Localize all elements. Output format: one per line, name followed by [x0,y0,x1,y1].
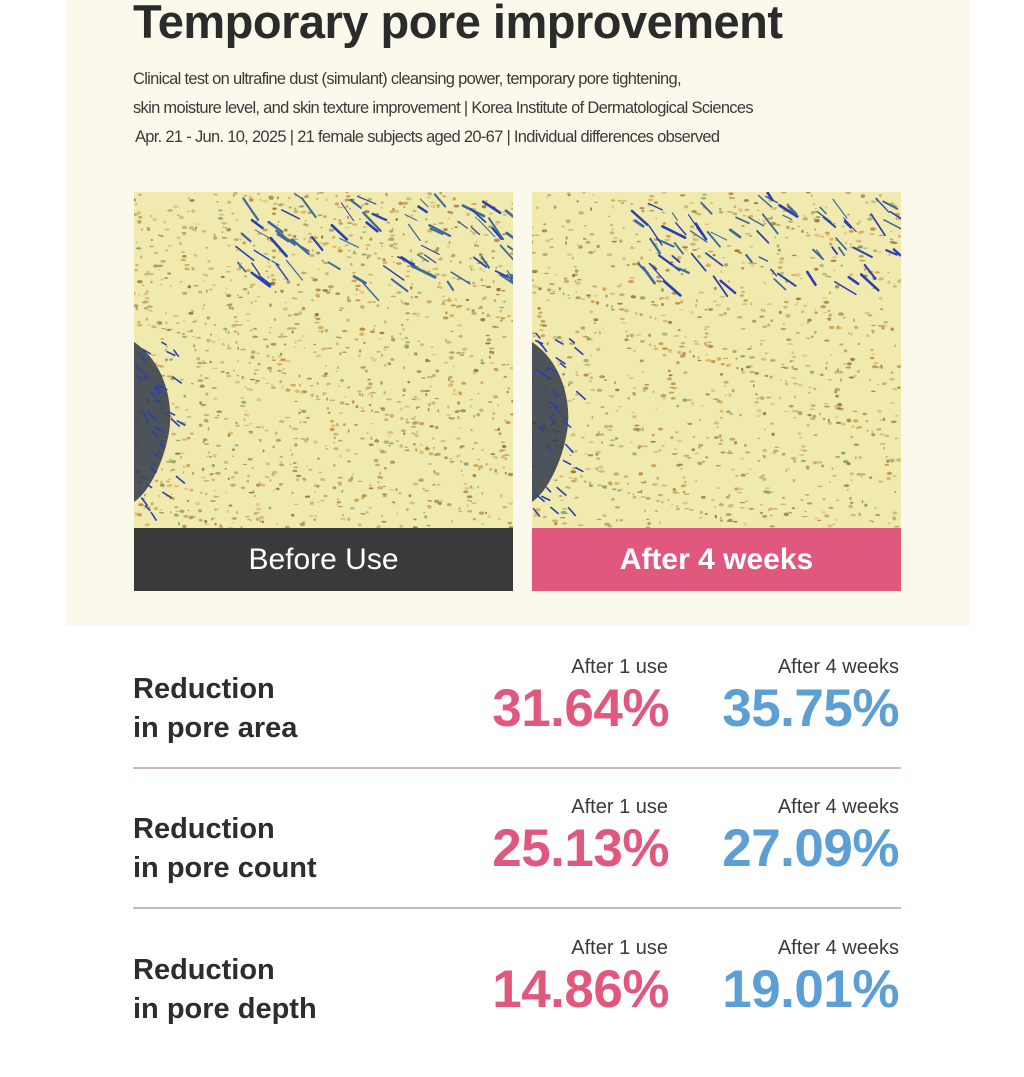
metric-label-line2: in pore depth [133,993,317,1025]
page-title: Temporary pore improvement [133,0,783,48]
metric-label-line1: Reduction [133,673,275,705]
metric-label: Reduction in pore count [133,810,317,888]
after-1-use-value: 25.13% [492,819,669,878]
metric-pore-depth: Reduction in pore depth After 1 use Afte… [133,937,901,1077]
after-1-use-heading: After 1 use [571,796,668,818]
after-4-weeks-heading: After 4 weeks [777,796,899,818]
after-4-weeks-heading: After 4 weeks [777,656,899,678]
after-1-use-heading: After 1 use [571,937,668,959]
after-skin-image [532,192,901,528]
divider [133,907,901,909]
after-4-weeks-label: After 4 weeks [532,528,901,591]
subtitle-line-1: Clinical test on ultrafine dust (simulan… [133,70,682,88]
before-use-label: Before Use [134,528,513,591]
metric-label-line1: Reduction [133,954,275,986]
metric-pore-count: Reduction in pore count After 1 use Afte… [133,796,901,936]
after-1-use-value: 14.86% [492,960,669,1019]
metric-label-line2: in pore count [133,852,317,884]
metric-pore-area: Reduction in pore area After 1 use After… [133,656,901,796]
divider [133,767,901,769]
after-4-weeks-value: 27.09% [722,819,899,878]
after-4-weeks-heading: After 4 weeks [777,937,899,959]
after-1-use-value: 31.64% [492,679,669,738]
after-1-use-heading: After 1 use [571,656,668,678]
subtitle-line-2: skin moisture level, and skin texture im… [133,99,754,117]
metric-label: Reduction in pore area [133,670,297,748]
subtitle-line-3: Apr. 21 - Jun. 10, 2025 | 21 female subj… [135,128,720,146]
after-4-weeks-value: 19.01% [722,960,899,1019]
metric-label-line2: in pore area [133,712,298,744]
before-skin-image [134,192,513,528]
after-4-weeks-value: 35.75% [722,679,899,738]
metric-label-line1: Reduction [133,813,275,845]
metric-label: Reduction in pore depth [133,951,317,1029]
